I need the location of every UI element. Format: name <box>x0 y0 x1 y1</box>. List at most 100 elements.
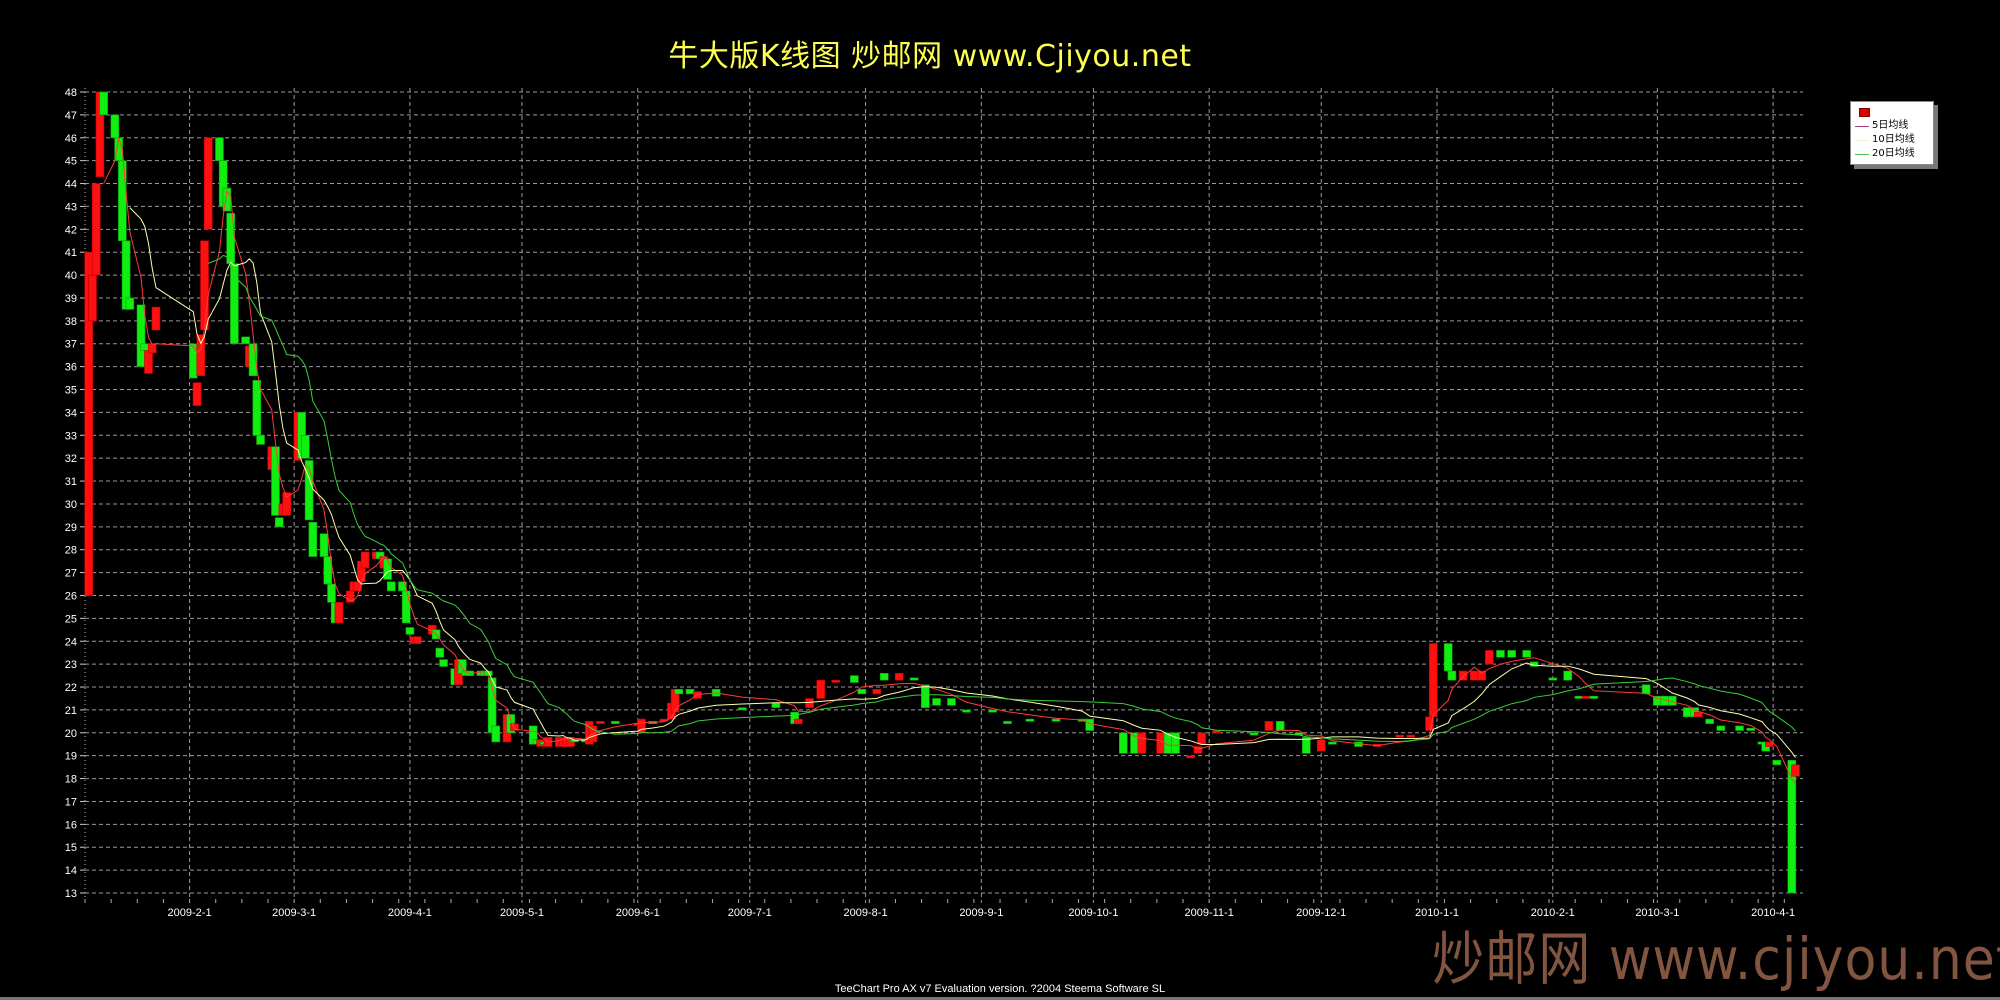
candle-down <box>118 160 127 242</box>
candle-up <box>1458 670 1468 681</box>
candle-down <box>401 590 411 624</box>
candle-up <box>147 343 157 354</box>
candle-down <box>274 517 284 528</box>
candle-down <box>909 677 919 681</box>
y-tick-label: 46 <box>65 133 77 145</box>
candle-down <box>1051 718 1061 722</box>
y-tick-label: 42 <box>65 224 77 236</box>
x-tick-label: 2009-9-1 <box>959 907 1003 919</box>
y-tick-label: 21 <box>65 705 77 717</box>
candle-up <box>510 723 519 731</box>
candle-up <box>413 636 422 644</box>
bottom-border <box>0 997 2000 1000</box>
candle-down <box>435 647 445 658</box>
candle-up <box>334 602 344 624</box>
candle-down <box>189 343 198 379</box>
candle-down <box>962 709 971 713</box>
y-tick-label: 33 <box>65 430 77 442</box>
candle-up <box>1264 721 1274 731</box>
candle-up <box>91 183 101 276</box>
candle-down <box>248 343 258 377</box>
candle-up <box>872 689 882 695</box>
candle-down <box>256 434 265 445</box>
x-tick-label: 2010-2-1 <box>1531 907 1575 919</box>
y-tick-label: 18 <box>65 774 77 786</box>
y-tick-label: 47 <box>65 110 77 122</box>
ma20-line <box>208 254 1796 743</box>
candle-down <box>738 707 747 711</box>
legend: 5日均线 10日均线 20日均线 <box>1850 101 1934 165</box>
candle-up <box>1137 732 1147 754</box>
legend-label: 20日均线 <box>1872 148 1915 159</box>
x-tick-label: 2010-4-1 <box>1751 907 1795 919</box>
candle-up <box>88 274 97 322</box>
candle-down <box>386 581 396 592</box>
candle-up <box>831 679 840 683</box>
candle-down <box>304 460 314 521</box>
y-tick-label: 36 <box>65 362 77 374</box>
watermark: 炒邮网 www.cjiyou.net <box>1432 925 2000 993</box>
candle-down <box>383 558 392 580</box>
candle-down <box>110 114 120 139</box>
candle-down <box>685 689 695 695</box>
chart-title: 牛大版K线图 炒邮网 www.Cjiyou.net <box>668 39 1192 74</box>
candle-down <box>1787 759 1797 894</box>
ma10-line <box>129 207 1796 758</box>
candle-up <box>1694 711 1703 718</box>
candle-down <box>301 434 310 459</box>
candle-down <box>439 659 448 667</box>
y-tick-label: 30 <box>65 499 77 511</box>
y-tick-label: 25 <box>65 613 77 625</box>
y-tick-label: 15 <box>65 842 77 854</box>
y-tick-label: 17 <box>65 796 77 808</box>
x-tick-label: 2010-3-1 <box>1635 907 1679 919</box>
candle-down <box>1548 677 1558 681</box>
candle-down <box>1641 684 1651 695</box>
candle-down <box>1447 670 1457 681</box>
candle-down <box>1249 732 1259 736</box>
candle-down <box>323 556 333 585</box>
candle-down <box>1735 725 1744 731</box>
y-tick-label: 44 <box>65 179 77 191</box>
y-tick-label: 37 <box>65 339 77 351</box>
candle-down <box>1574 695 1584 699</box>
y-tick-label: 22 <box>65 682 77 694</box>
candle-up <box>1406 734 1416 738</box>
candle-up <box>1484 650 1494 665</box>
candle-up <box>196 334 206 377</box>
ma10-swatch-icon <box>1855 139 1869 141</box>
x-tick-label: 2009-5-1 <box>500 907 544 919</box>
y-tick-label: 28 <box>65 545 77 557</box>
candle-up <box>693 691 702 699</box>
candle-up <box>596 721 605 724</box>
candle-down <box>988 709 997 713</box>
candle-down <box>327 583 336 603</box>
candle-down <box>1003 721 1012 724</box>
candle-up <box>1428 643 1438 718</box>
candle-down <box>1589 695 1599 699</box>
candle-up <box>1791 764 1800 777</box>
candle-down <box>921 684 930 708</box>
x-tick-label: 2009-12-1 <box>1296 907 1346 919</box>
candle-down <box>1705 718 1714 724</box>
candle-down <box>1746 727 1756 731</box>
candle-down <box>125 297 135 310</box>
candle-up <box>203 137 213 230</box>
candle-down <box>1522 650 1531 658</box>
candle-up <box>151 306 161 331</box>
y-tick-label: 13 <box>65 888 77 900</box>
candle-down <box>405 627 415 635</box>
candle-down <box>674 689 684 695</box>
candle-down <box>1716 725 1726 731</box>
candle-down <box>1443 643 1453 672</box>
y-tick-label: 23 <box>65 659 77 671</box>
candle-up <box>1316 739 1326 752</box>
candle-down <box>99 91 108 116</box>
y-tick-label: 27 <box>65 568 77 580</box>
candle-up <box>1477 670 1487 681</box>
legend-label: 10日均线 <box>1872 134 1915 145</box>
candle-up <box>1395 734 1404 738</box>
candle-down <box>226 212 235 264</box>
y-tick-label: 32 <box>65 453 77 465</box>
x-tick-label: 2009-4-1 <box>388 907 432 919</box>
